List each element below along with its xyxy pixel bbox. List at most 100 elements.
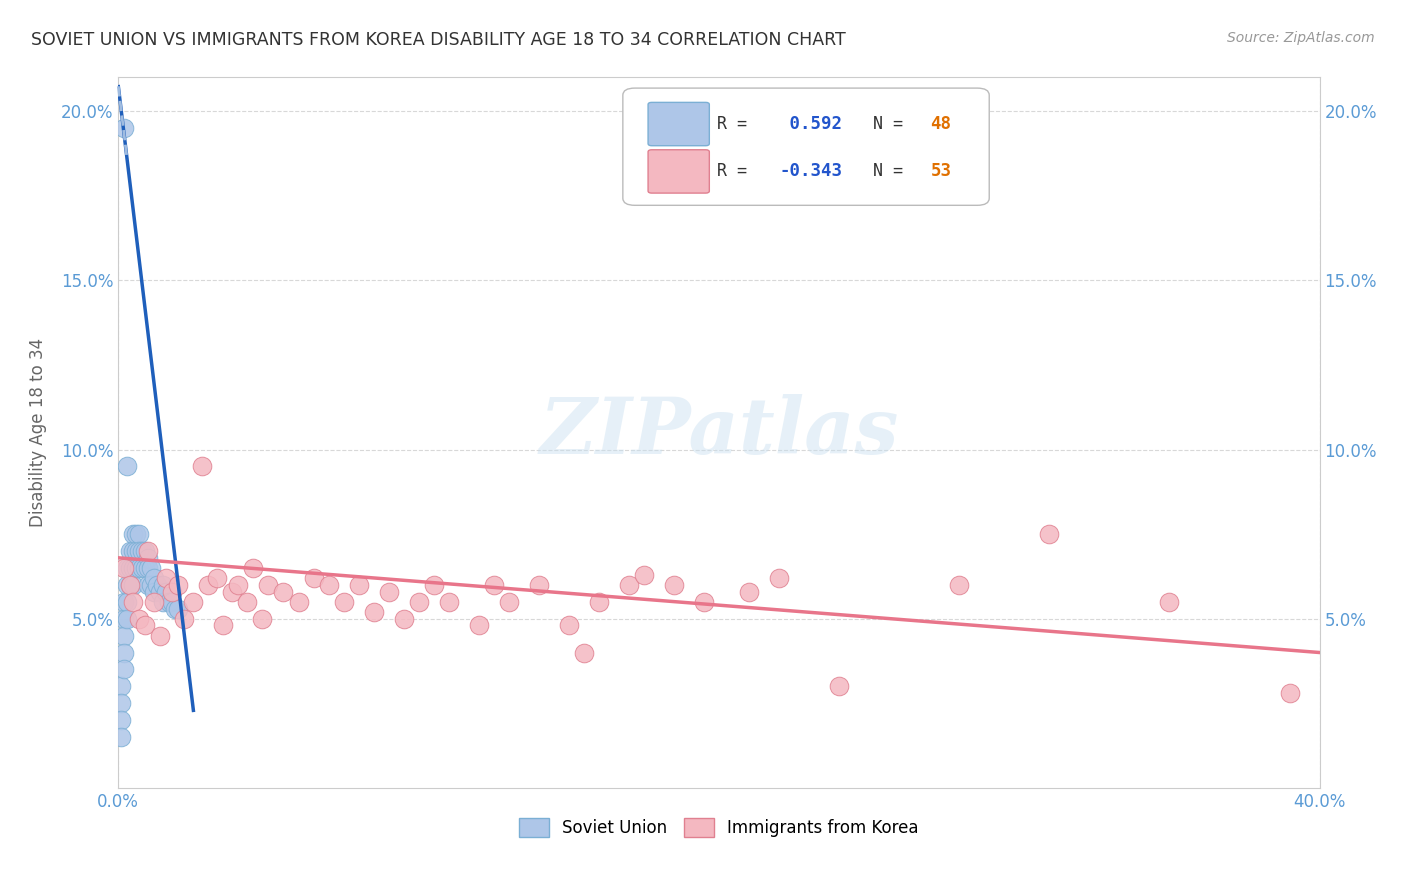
Point	[347, 578, 370, 592]
Point	[125, 561, 148, 575]
Point	[167, 578, 190, 592]
Text: -0.343: -0.343	[779, 162, 842, 180]
Point	[128, 544, 150, 558]
Point	[112, 646, 135, 660]
Point	[134, 544, 156, 558]
Point	[1038, 527, 1060, 541]
Point	[141, 561, 163, 575]
Point	[112, 561, 135, 575]
Point	[149, 629, 172, 643]
Point	[112, 629, 135, 643]
Point	[572, 646, 595, 660]
Point	[558, 618, 581, 632]
Text: Source: ZipAtlas.com: Source: ZipAtlas.com	[1227, 31, 1375, 45]
Point	[122, 595, 145, 609]
Point	[122, 527, 145, 541]
Point	[134, 561, 156, 575]
Point	[363, 605, 385, 619]
Point	[143, 584, 166, 599]
FancyBboxPatch shape	[648, 103, 710, 145]
Point	[128, 612, 150, 626]
Text: N =: N =	[873, 115, 912, 133]
Point	[138, 561, 160, 575]
Point	[112, 612, 135, 626]
Text: ZIPatlas: ZIPatlas	[540, 394, 898, 471]
Point	[157, 595, 180, 609]
Point	[110, 730, 132, 744]
Point	[693, 595, 716, 609]
Point	[662, 578, 685, 592]
FancyBboxPatch shape	[623, 88, 990, 205]
Text: 53: 53	[931, 162, 952, 180]
Point	[110, 679, 132, 693]
Point	[257, 578, 280, 592]
Point	[527, 578, 550, 592]
Y-axis label: Disability Age 18 to 34: Disability Age 18 to 34	[30, 338, 46, 527]
Text: 48: 48	[931, 115, 952, 133]
Point	[162, 584, 184, 599]
Point	[110, 713, 132, 727]
Point	[117, 459, 139, 474]
Point	[212, 618, 235, 632]
Point	[117, 578, 139, 592]
Point	[197, 578, 219, 592]
Point	[117, 595, 139, 609]
Text: SOVIET UNION VS IMMIGRANTS FROM KOREA DISABILITY AGE 18 TO 34 CORRELATION CHART: SOVIET UNION VS IMMIGRANTS FROM KOREA DI…	[31, 31, 845, 49]
Point	[236, 595, 259, 609]
Point	[120, 544, 142, 558]
Point	[287, 595, 309, 609]
Point	[128, 561, 150, 575]
Point	[120, 578, 142, 592]
Point	[125, 527, 148, 541]
Point	[377, 584, 399, 599]
Point	[302, 571, 325, 585]
Point	[252, 612, 274, 626]
Point	[228, 578, 250, 592]
Point	[183, 595, 205, 609]
Point	[482, 578, 505, 592]
Point	[221, 584, 243, 599]
Text: R =: R =	[717, 115, 756, 133]
Point	[131, 544, 153, 558]
Point	[408, 595, 430, 609]
Point	[498, 595, 520, 609]
Point	[318, 578, 340, 592]
Point	[155, 584, 177, 599]
Point	[141, 578, 163, 592]
Point	[146, 578, 169, 592]
Point	[122, 578, 145, 592]
Point	[117, 561, 139, 575]
Point	[207, 571, 229, 585]
Point	[134, 618, 156, 632]
Point	[117, 612, 139, 626]
Point	[828, 679, 851, 693]
Point	[332, 595, 354, 609]
Point	[143, 571, 166, 585]
Point	[112, 595, 135, 609]
Point	[242, 561, 264, 575]
Point	[155, 571, 177, 585]
Point	[1159, 595, 1181, 609]
Point	[948, 578, 970, 592]
Point	[122, 544, 145, 558]
Point	[422, 578, 444, 592]
Point	[633, 567, 655, 582]
Point	[588, 595, 610, 609]
Point	[138, 578, 160, 592]
Point	[138, 550, 160, 565]
Legend: Soviet Union, Immigrants from Korea: Soviet Union, Immigrants from Korea	[512, 811, 925, 844]
Point	[768, 571, 790, 585]
Text: N =: N =	[873, 162, 912, 180]
Point	[112, 662, 135, 676]
FancyBboxPatch shape	[648, 150, 710, 193]
Point	[738, 584, 761, 599]
Point	[273, 584, 295, 599]
Point	[1278, 686, 1301, 700]
Point	[173, 612, 195, 626]
Point	[392, 612, 415, 626]
Point	[120, 578, 142, 592]
Point	[112, 121, 135, 136]
Text: R =: R =	[717, 162, 756, 180]
Point	[128, 527, 150, 541]
Point	[125, 544, 148, 558]
